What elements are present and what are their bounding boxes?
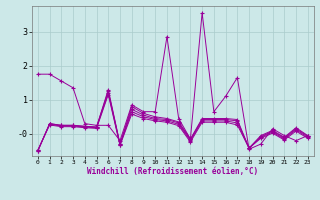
- X-axis label: Windchill (Refroidissement éolien,°C): Windchill (Refroidissement éolien,°C): [87, 167, 258, 176]
